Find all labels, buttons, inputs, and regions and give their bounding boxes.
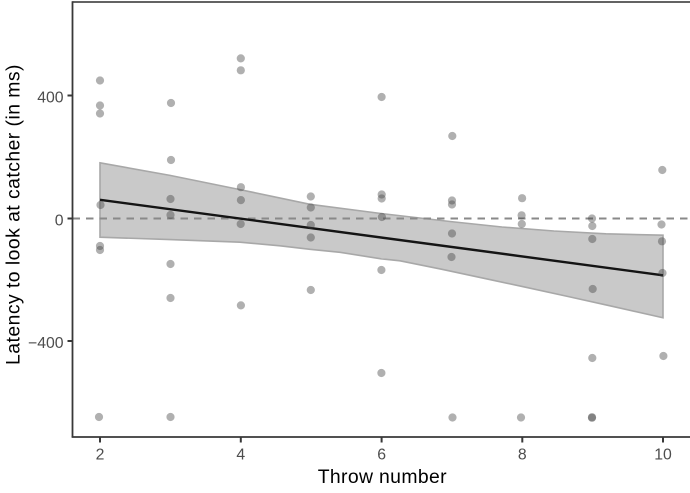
- svg-text:4: 4: [236, 446, 245, 463]
- svg-text:8: 8: [518, 446, 527, 463]
- svg-text:6: 6: [377, 446, 386, 463]
- svg-text:Latency to look at catcher (in: Latency to look at catcher (in ms): [3, 64, 25, 365]
- svg-text:−400: −400: [28, 335, 64, 352]
- svg-text:2: 2: [96, 446, 105, 463]
- svg-text:0: 0: [55, 213, 64, 230]
- svg-text:10: 10: [654, 446, 672, 463]
- svg-text:400: 400: [37, 90, 64, 107]
- svg-text:Throw number: Throw number: [318, 466, 447, 488]
